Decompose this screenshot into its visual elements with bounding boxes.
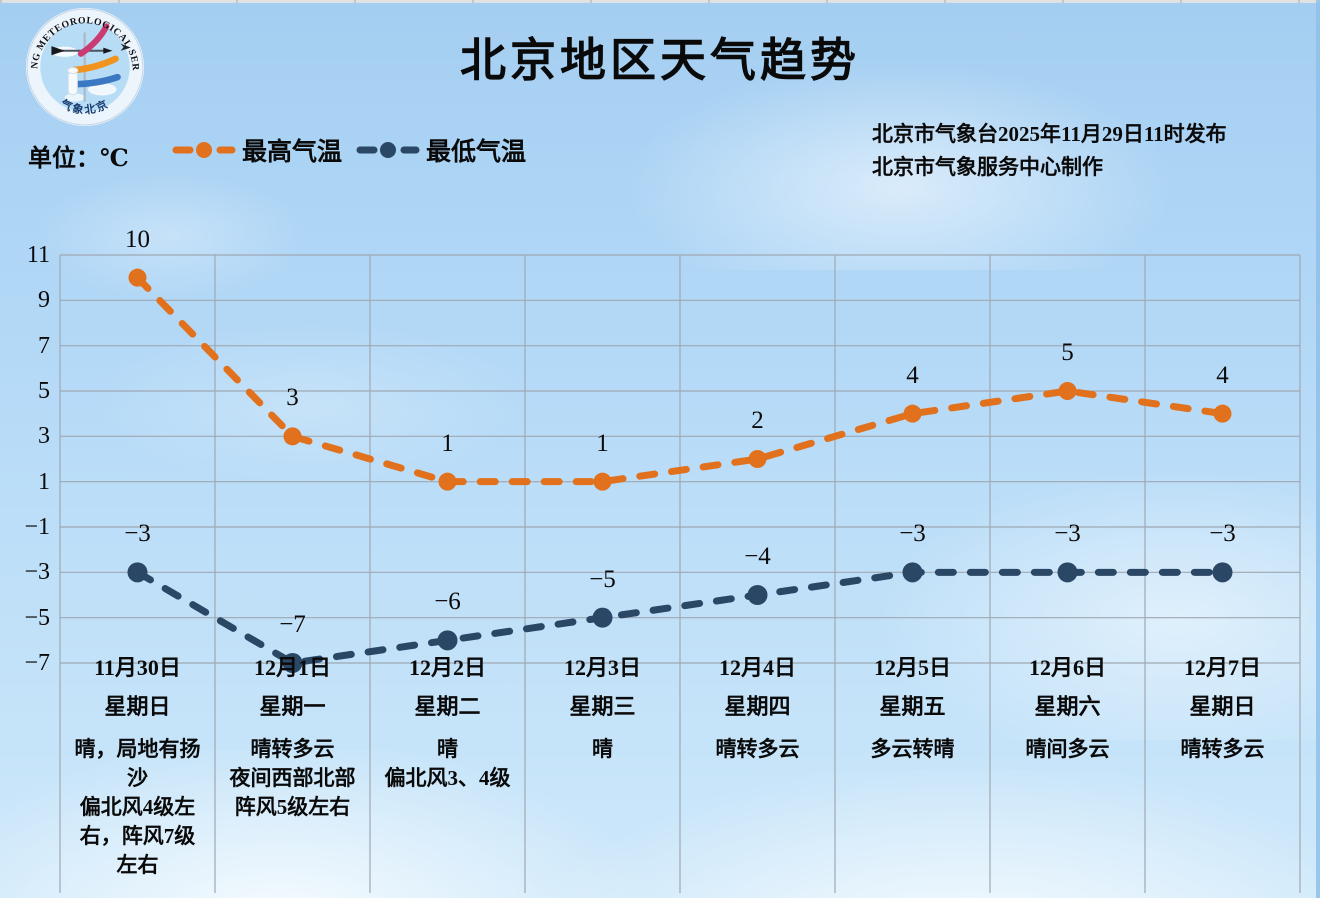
date-label: 12月7日 [1183,655,1261,680]
day-column: 12月6日 星期六 晴间多云 [990,652,1145,764]
weekday-label: 星期日 [104,694,171,719]
max-temp-line [134,274,1226,486]
publisher-line-1: 北京市气象台2025年11月29日11时发布 [872,122,1227,146]
weather-description: 晴转多云 [1180,737,1265,761]
date-label: 12月6日 [1028,655,1106,680]
max-temp-point [748,450,767,468]
max-temp-point [1058,382,1077,400]
logo-cloud [88,83,117,96]
date-label: 12月5日 [873,655,951,680]
max-temp-point [1213,404,1232,423]
page-title: 北京地区天气趋势 [460,35,860,86]
max-temp-point [438,472,457,491]
weather-description: 多云转晴 [870,737,955,761]
weekday-label: 星期四 [724,694,791,719]
beijing-meteorological-service-logo: BEIJING METEOROLOGICAL SERVICE 气象北京 [24,6,144,126]
weather-description: 晴，局地有扬 沙 偏北风4级左 右，阵风7级 左右 [74,737,201,877]
min-temp-point [1212,562,1233,583]
max-temp-point [903,404,922,423]
day-column: 12月5日 星期五 多云转晴 [835,652,990,764]
day-column: 12月3日 星期三 晴 [525,652,680,764]
wind-vane-arrow-icon [51,46,65,56]
min-temp-point [1057,562,1078,583]
min-temp-point [592,607,613,628]
top-edge-strip [0,0,1320,3]
chart-legend: 最高气温 最低气温 [172,132,526,168]
legend-label-min-temp: 最低气温 [426,139,527,166]
logo-cloud [64,93,85,102]
weather-description: 晴转多云 [715,737,800,761]
plane-icon [120,43,131,51]
min-temp-point [127,562,148,583]
date-label: 12月2日 [408,655,486,680]
publisher-info: 北京市气象台2025年11月29日11时发布 北京市气象服务中心制作 [872,118,1227,183]
date-label: 11月30日 [94,655,181,680]
weather-description: 晴转多云 夜间西部北部 阵风5级左右 [229,737,356,819]
day-column: 12月2日 星期二 晴 偏北风3、4级 [370,652,525,793]
weather-description: 晴 偏北风3、4级 [384,737,511,790]
weekday-label: 星期五 [879,694,946,719]
max-temp-point [128,268,147,287]
min-temp-point [902,562,923,583]
date-label: 12月1日 [253,655,331,680]
min-temp-point [437,630,458,651]
legend-label-max-temp: 最高气温 [242,139,343,166]
date-label: 12月4日 [718,655,796,680]
max-temp-point [593,472,612,491]
max-temp-line-swatch-icon [172,142,236,158]
weather-description: 晴间多云 [1025,737,1110,761]
wind-vane-tail-icon [103,47,113,54]
min-temp-line-swatch-icon [356,142,420,158]
min-temp-point [282,653,303,673]
right-edge-strip [1316,0,1320,898]
day-column: 12月4日 星期四 晴转多云 [680,652,835,764]
weekday-label: 星期六 [1034,694,1101,719]
date-label: 12月3日 [563,655,641,680]
day-column: 11月30日 星期日 晴，局地有扬 沙 偏北风4级左 右，阵风7级 左右 [60,652,215,880]
weekday-label: 星期日 [1189,694,1256,719]
logo-swoosh-red [77,23,110,57]
publisher-line-2: 北京市气象服务中心制作 [872,154,1103,179]
unit-label: 单位：℃ [28,146,129,172]
weekday-label: 星期一 [259,694,326,719]
day-column: 12月7日 星期日 晴转多云 [1145,652,1300,764]
weather-description: 晴 [592,737,613,761]
day-column: 12月1日 星期一 晴转多云 夜间西部北部 阵风5级左右 [215,652,370,822]
legend-item-min-temp: 最低气温 [356,132,526,168]
min-temp-point [747,585,768,605]
logo-tower-dome [67,66,79,75]
legend-item-max-temp: 最高气温 [172,132,342,168]
max-temp-point [283,427,302,446]
weekday-label: 星期二 [414,694,481,719]
weekday-label: 星期三 [569,694,636,719]
